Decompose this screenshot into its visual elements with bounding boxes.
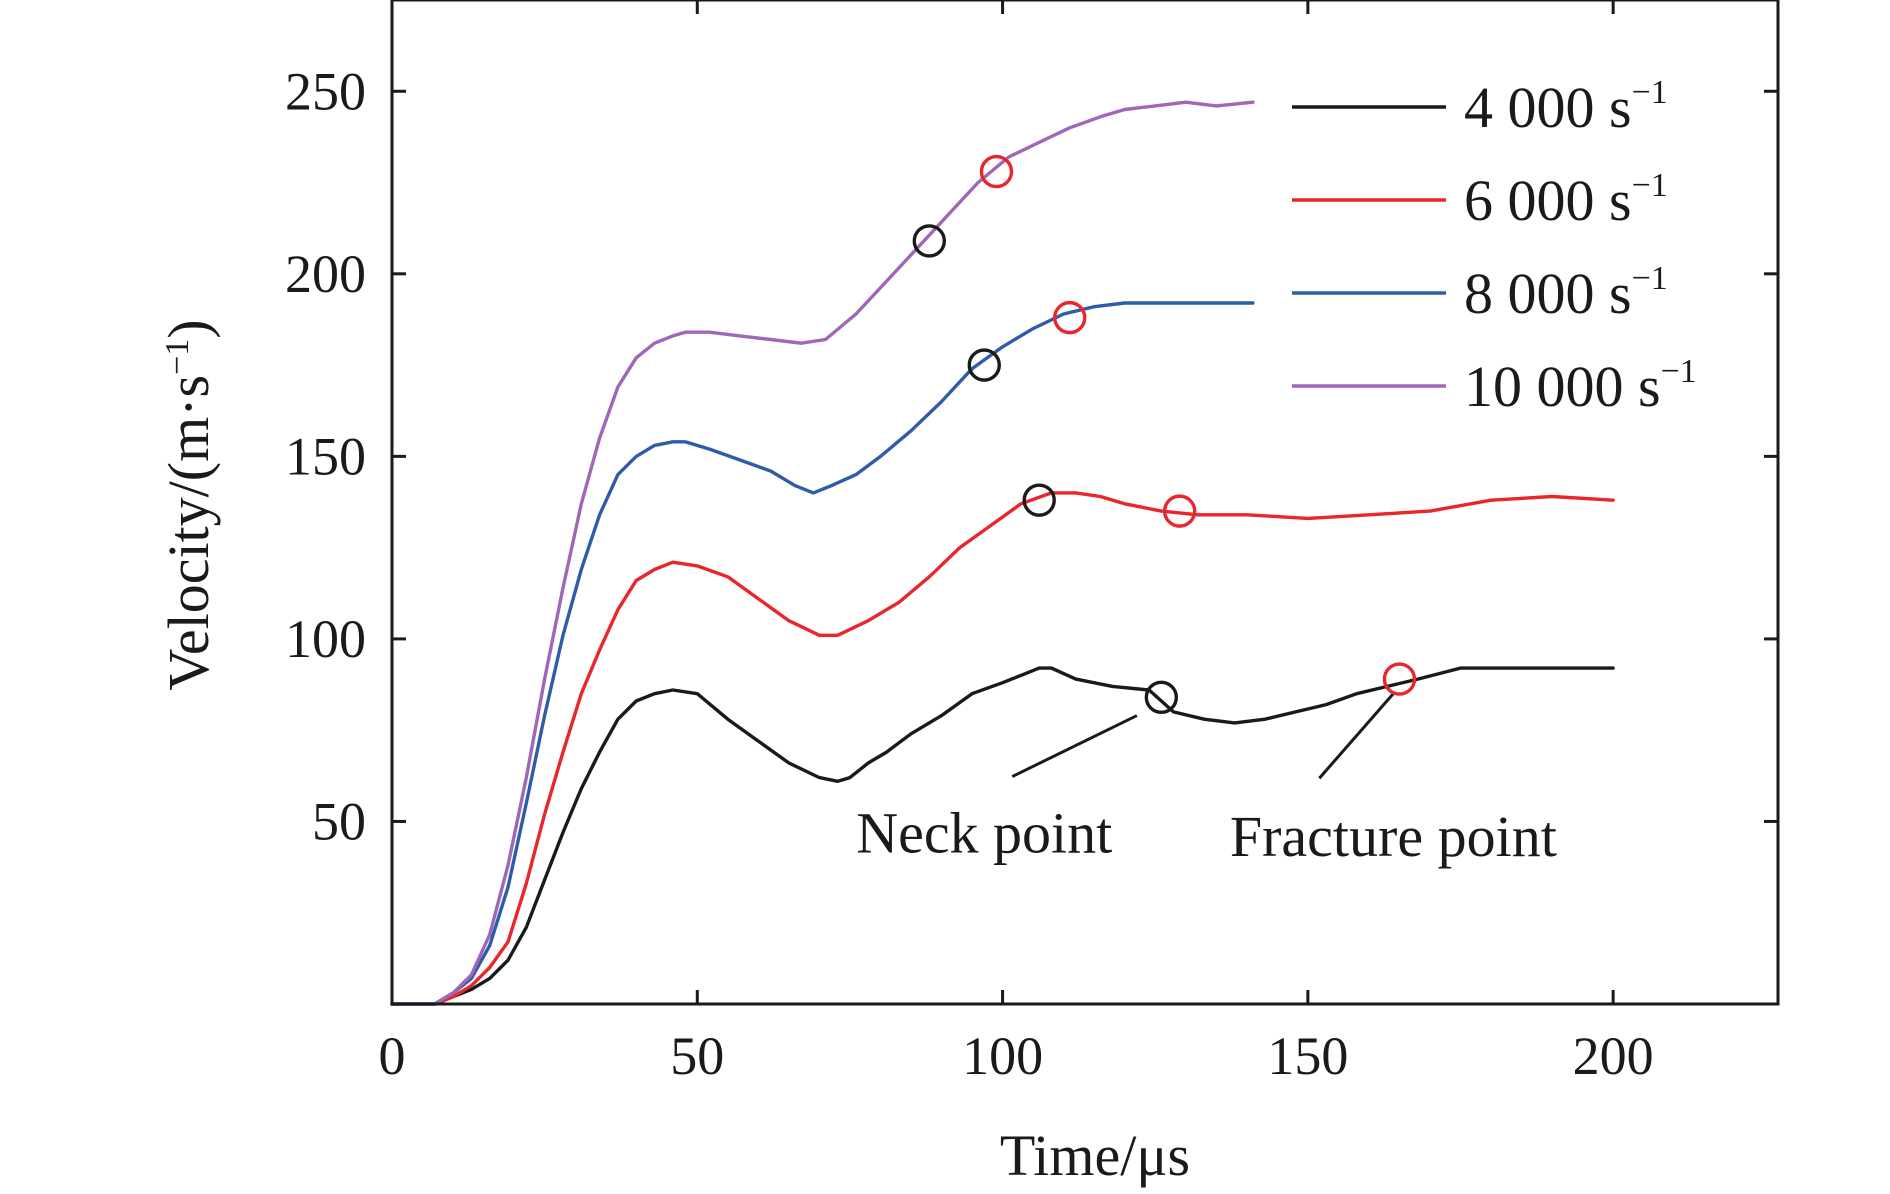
legend-label-6-000-s: 6 000 s−1 [1464, 167, 1668, 233]
neck-marker-10-000-s [912, 224, 947, 258]
x-tick-label: 50 [670, 1026, 724, 1086]
legend-label-sup: −1 [1661, 353, 1697, 390]
y-axis-title-main: Velocity/(m·s [156, 375, 221, 691]
x-tick-label: 0 [379, 1026, 406, 1086]
y-tick-label: 250 [285, 61, 366, 121]
y-axis-title: Velocity/(m·s−1) [156, 319, 221, 690]
y-axis-title-close: ) [156, 319, 221, 338]
fracture-marker-6-000-s [1162, 494, 1197, 528]
x-tick-label: 200 [1573, 1026, 1654, 1086]
legend-label-text: 6 000 s [1464, 168, 1632, 233]
series-line-8-000-s [390, 301, 1255, 1006]
neck-marker-8-000-s [967, 348, 1001, 382]
legend-label-8-000-s: 8 000 s−1 [1464, 260, 1668, 326]
annotation-leader-neck-point [1011, 714, 1138, 778]
fracture-marker-4-000-s [1382, 662, 1417, 696]
legend-label-text: 10 000 s [1464, 354, 1661, 419]
fracture-marker-8-000-s [1053, 300, 1087, 335]
plot-frame [390, 0, 1780, 1006]
fracture-marker-10-000-s [979, 154, 1014, 189]
series-line-4-000-s [390, 666, 1615, 1006]
legend-label-4-000-s: 4 000 s−1 [1464, 74, 1668, 140]
y-tick-label: 100 [285, 609, 366, 669]
legend: 4 000 s−16 000 s−18 000 s−110 000 s−1 [1292, 74, 1697, 419]
y-tick-label: 50 [312, 791, 366, 851]
legend-label-sup: −1 [1632, 167, 1668, 204]
x-tick-label: 100 [962, 1026, 1043, 1086]
legend-label-text: 8 000 s [1464, 261, 1632, 326]
series-line-10-000-s [390, 100, 1255, 1006]
legend-label-sup: −1 [1632, 74, 1668, 111]
plot-area: Neck point Fracture point [390, 100, 1615, 1006]
neck-marker-4-000-s [1144, 680, 1179, 715]
series-line-6-000-s [390, 491, 1615, 1006]
annotation-neck-point: Neck point [856, 801, 1112, 866]
x-axis-title: Time/μs [1000, 1123, 1190, 1188]
annotation-fracture-point: Fracture point [1230, 804, 1557, 869]
neck-marker-6-000-s [1022, 483, 1056, 517]
y-tick-label: 200 [285, 244, 366, 304]
y-tick-label: 150 [285, 426, 366, 486]
legend-label-sup: −1 [1632, 260, 1668, 297]
x-tick-label: 150 [1267, 1026, 1348, 1086]
legend-label-text: 4 000 s [1464, 75, 1632, 140]
annotation-leader-fracture-point [1318, 692, 1395, 780]
y-axis-title-sup: −1 [159, 339, 196, 375]
legend-label-10-000-s: 10 000 s−1 [1464, 353, 1697, 419]
axes: 0 50 100 150 200 50 100 150 200 250 [285, 0, 1780, 1086]
